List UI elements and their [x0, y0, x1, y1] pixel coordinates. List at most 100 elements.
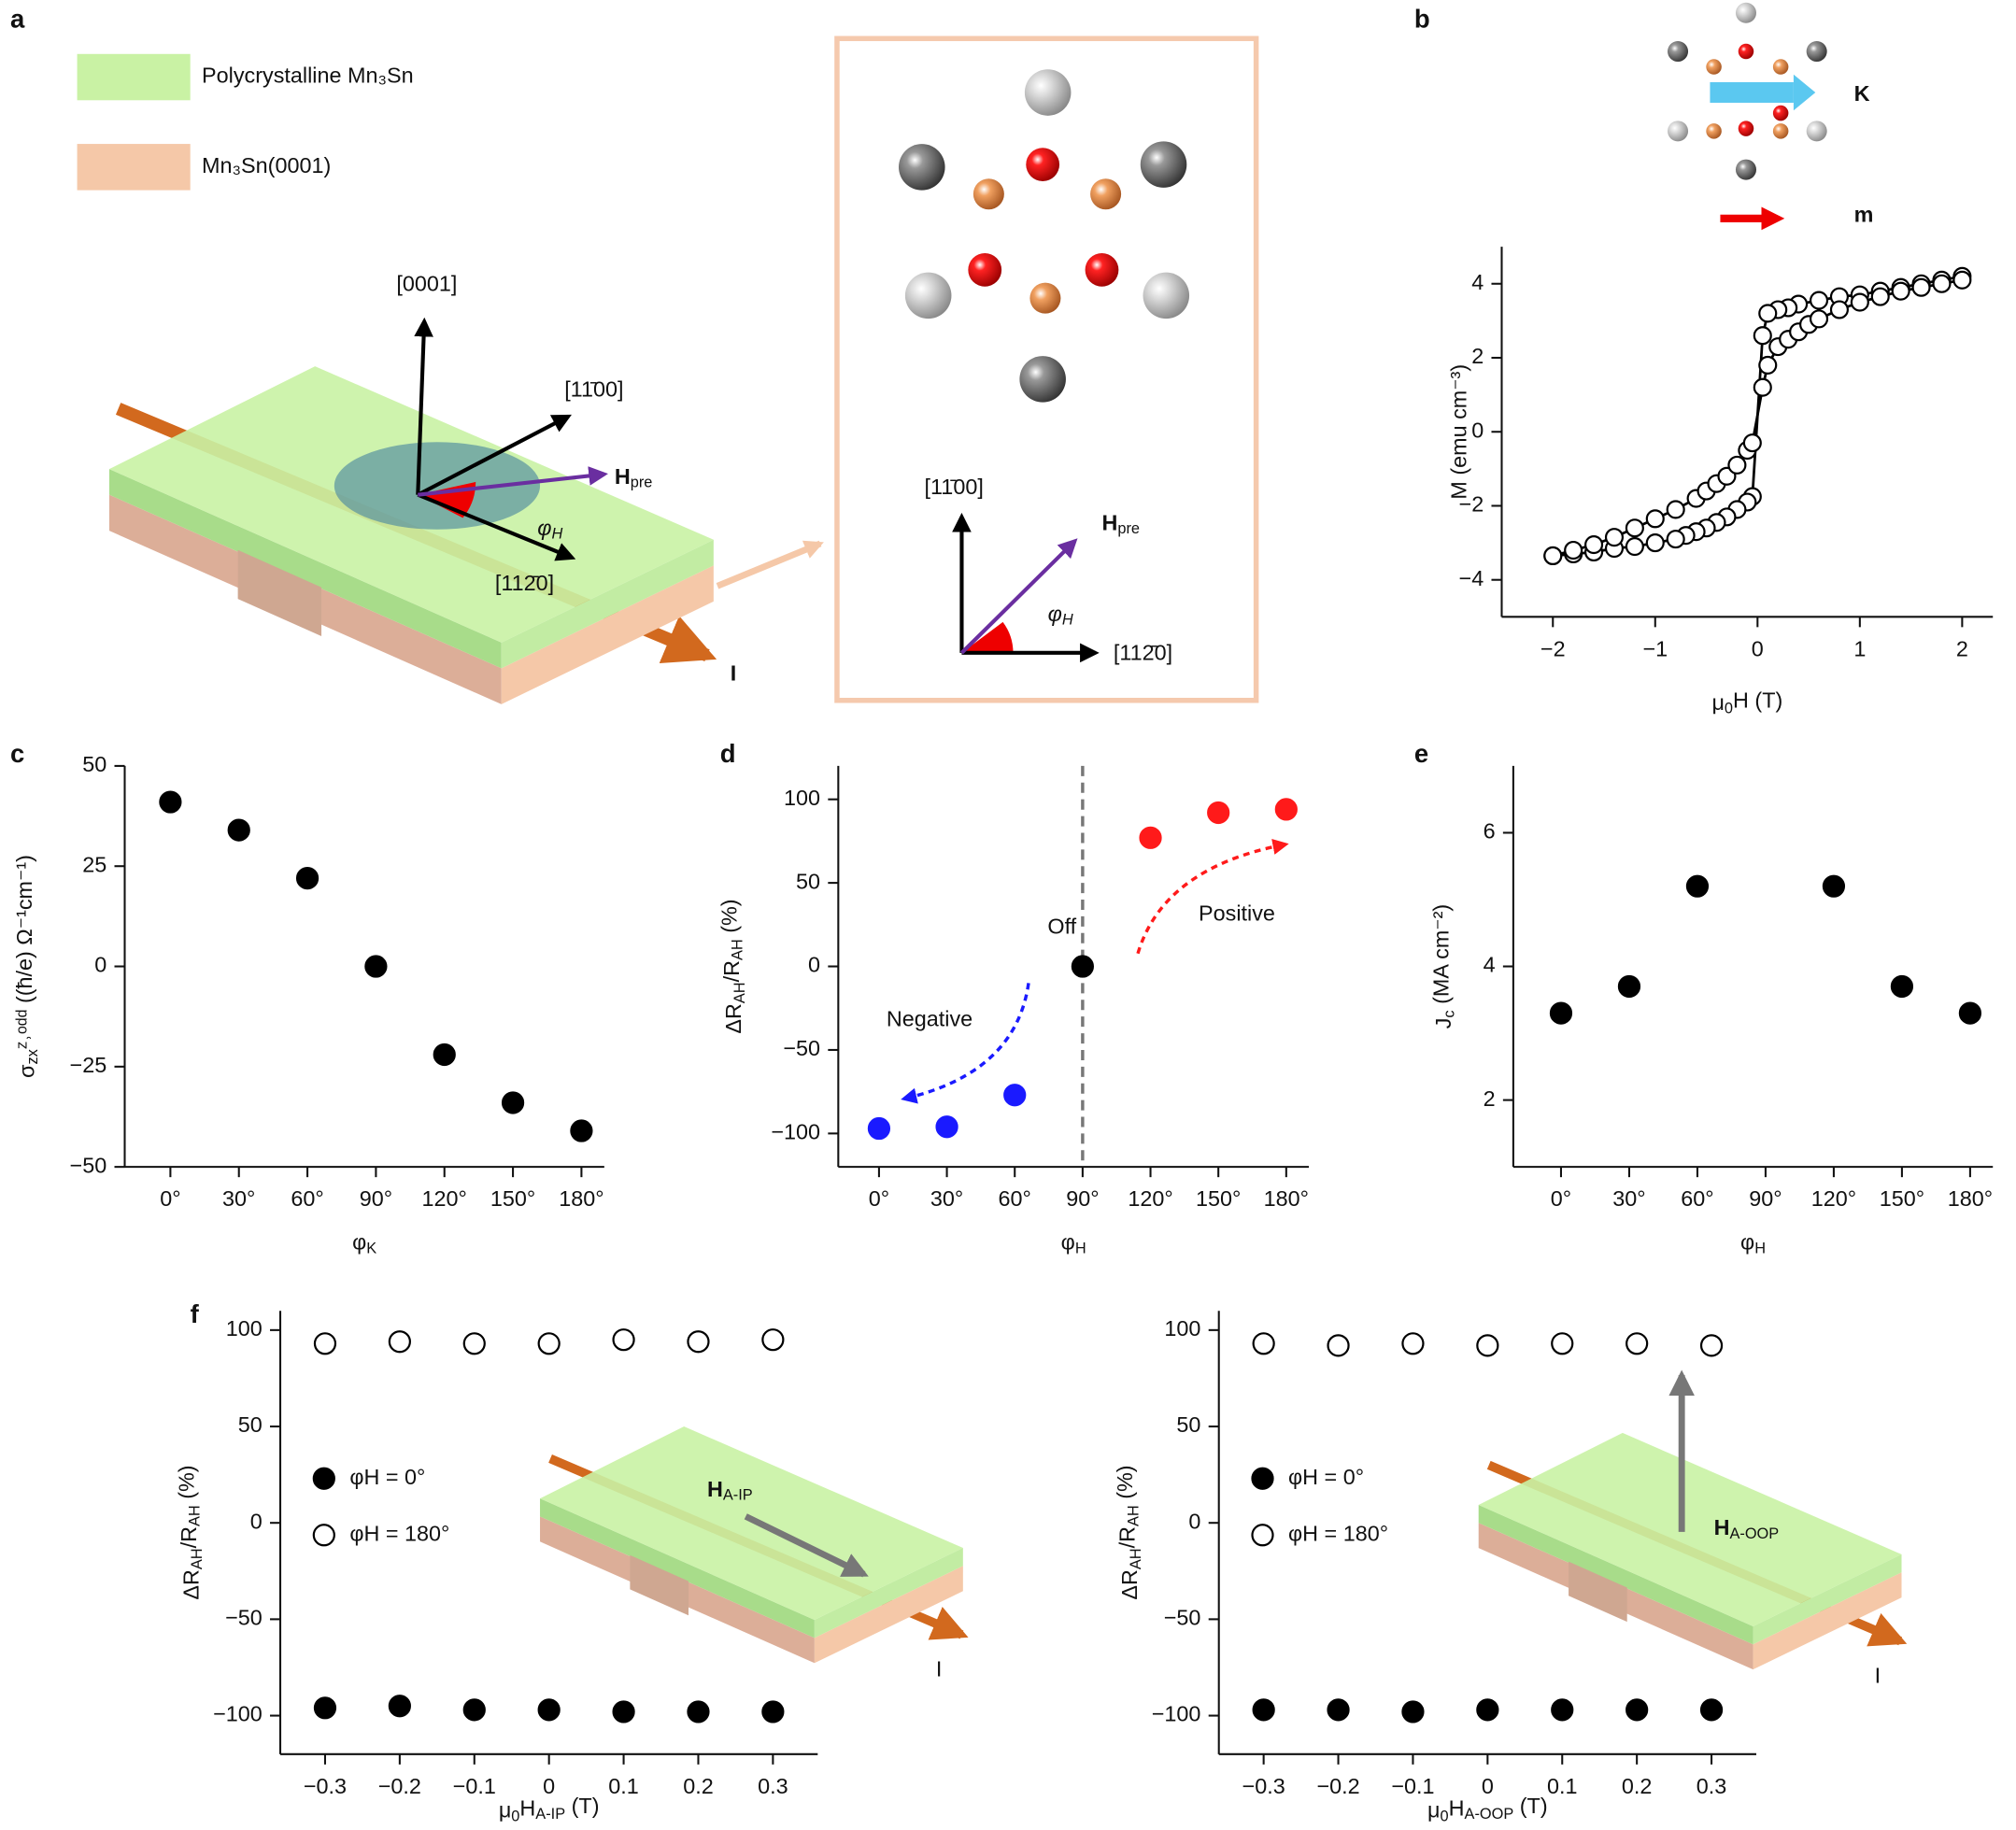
data-point — [159, 790, 182, 814]
x-axis-label-part: μ — [1427, 1798, 1440, 1823]
axis-label: [11̄00] — [925, 475, 984, 499]
atom — [1735, 2, 1756, 23]
x-tick-label: 1 — [1853, 636, 1866, 660]
data-point — [1604, 528, 1625, 547]
x-axis-label-part: 0 — [1441, 1809, 1449, 1825]
y-tick-label: 0 — [250, 1509, 263, 1533]
data-point — [1476, 1334, 1499, 1357]
field-label-part: H — [1714, 1515, 1730, 1539]
angle-label-part: φ — [1048, 602, 1062, 626]
x-axis-label: μ0H (T) — [1711, 688, 1782, 717]
x-axis-label-part: 0 — [511, 1809, 519, 1825]
atom — [1085, 253, 1119, 287]
x-axis-label-part: φ — [352, 1230, 366, 1255]
data-point — [1207, 801, 1230, 825]
y-axis-label-part: /R — [177, 1526, 201, 1548]
x-tick-label: 0.2 — [1622, 1774, 1653, 1798]
x-tick-label: −0.1 — [1391, 1774, 1434, 1798]
angle-label-part: H — [1062, 612, 1073, 629]
data-point — [1274, 798, 1298, 821]
field-label-part: pre — [631, 475, 653, 491]
x-axis-label: φH — [1061, 1230, 1086, 1257]
panel-label: c — [10, 739, 24, 768]
x-tick-label: 0 — [543, 1774, 555, 1798]
atom — [1140, 141, 1187, 188]
x-axis-label-part: μ — [1711, 690, 1724, 715]
data-point — [462, 1332, 486, 1355]
inset-frame — [834, 35, 1259, 703]
x-tick-label: 180° — [1948, 1186, 1993, 1211]
x-tick-label: 0.2 — [683, 1774, 714, 1798]
y-tick-label: 4 — [1471, 270, 1484, 294]
y-tick-label: 100 — [784, 786, 820, 810]
y-tick-label: 0 — [1471, 418, 1484, 442]
x-tick-label: 90° — [360, 1186, 392, 1211]
x-axis-label-part: (T) — [565, 1794, 599, 1818]
data-point — [1758, 355, 1778, 375]
data-point — [1809, 309, 1829, 329]
y-tick-label: 0 — [1188, 1509, 1200, 1533]
y-tick-label: 0 — [808, 953, 820, 977]
x-tick-label: −2 — [1540, 636, 1566, 660]
angle-label-part: φ — [537, 516, 551, 540]
data-point — [1549, 1001, 1573, 1025]
data-point — [388, 1695, 411, 1718]
panel-label: a — [10, 4, 25, 33]
panel-label: d — [720, 739, 736, 768]
legend-marker — [312, 1467, 335, 1490]
x-axis-label-part: H — [1754, 1241, 1766, 1257]
data-point — [761, 1328, 785, 1352]
x-tick-label: 120° — [1811, 1186, 1856, 1211]
diagram-f: I I — [540, 1369, 1908, 1687]
x-axis-label-part: μ — [499, 1798, 511, 1823]
data-point — [1564, 540, 1583, 560]
y-tick-label: 100 — [226, 1316, 263, 1341]
x-axis-label: φK — [352, 1230, 376, 1257]
angle-label: φH — [537, 516, 562, 543]
field-label: HA-IP — [707, 1477, 753, 1504]
atom — [1738, 43, 1754, 60]
x-tick-label: 90° — [1066, 1186, 1099, 1211]
data-point — [313, 1332, 337, 1355]
data-point — [1666, 530, 1685, 549]
axis-label: [11̄00] — [564, 376, 623, 401]
x-axis-label-part: K — [366, 1241, 376, 1257]
legend-swatch — [77, 144, 191, 191]
x-tick-label: 90° — [1749, 1186, 1782, 1211]
y-axis-label-part: ΔR — [179, 1569, 204, 1599]
x-axis-label: μ0HA-IP (T) — [499, 1794, 600, 1825]
y-axis-label-part: σ — [14, 1064, 38, 1078]
trend-arrow — [1136, 838, 1289, 955]
x-tick-label: 0° — [869, 1186, 889, 1211]
data-point — [1822, 874, 1846, 898]
y-axis-label-part: ΔR — [721, 1003, 745, 1033]
legend-label: φH = 0° — [349, 1465, 425, 1489]
x-axis-label-part: H (T) — [1733, 688, 1782, 713]
panel-label: f — [191, 1299, 200, 1328]
x-tick-label: −1 — [1642, 636, 1668, 660]
x-tick-label: −0.2 — [378, 1774, 421, 1798]
field-label-part: A-OOP — [1729, 1525, 1779, 1542]
atom — [1029, 282, 1061, 314]
atom — [973, 178, 1004, 210]
data-point — [1551, 1332, 1574, 1355]
data-point — [1626, 1332, 1649, 1355]
atom — [1019, 356, 1066, 403]
y-tick-label: −50 — [1164, 1606, 1201, 1630]
atom — [1738, 121, 1754, 136]
legend-label: φH = 180° — [1288, 1521, 1388, 1545]
data-point — [1401, 1700, 1425, 1724]
legend-label: φH = 180° — [349, 1521, 449, 1545]
y-tick-label: −4 — [1459, 566, 1484, 590]
data-point — [227, 818, 250, 842]
y-axis-label-part: M (emu cm⁻³) — [1447, 364, 1471, 500]
atom — [904, 272, 952, 319]
data-point — [1003, 1084, 1027, 1107]
atom — [1143, 272, 1190, 319]
data-point — [313, 1696, 337, 1720]
atom — [968, 253, 1002, 287]
y-axis-label: M (emu cm⁻³) — [1447, 364, 1471, 500]
data-point — [1753, 377, 1772, 397]
y-tick-label: −50 — [783, 1036, 820, 1060]
x-axis-label-part: A-OOP — [1465, 1806, 1514, 1823]
